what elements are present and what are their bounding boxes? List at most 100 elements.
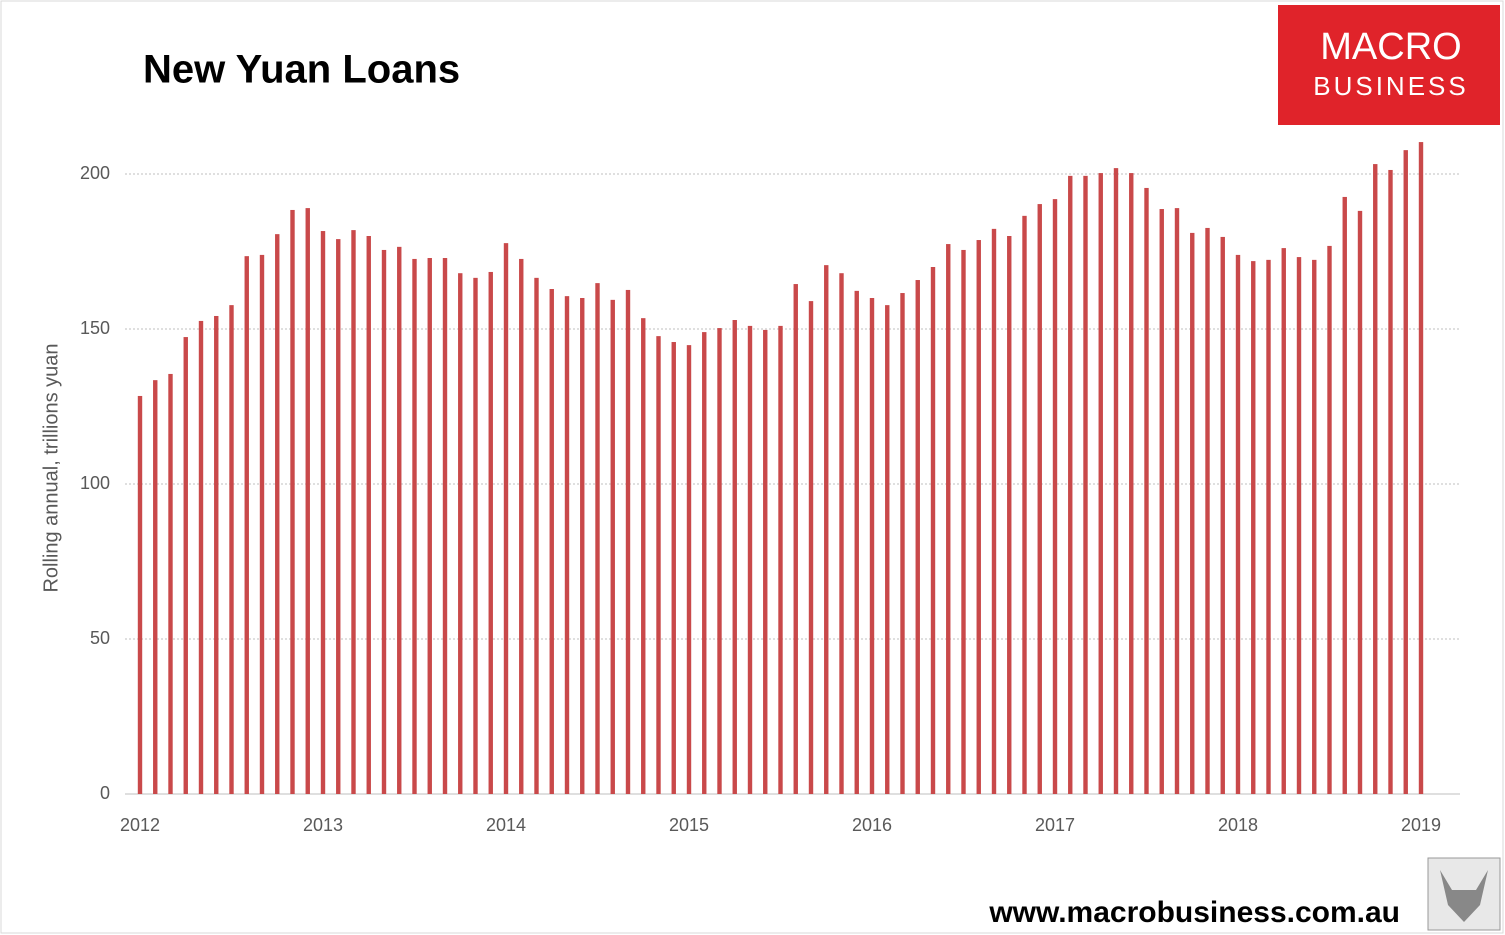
bar (1052, 199, 1058, 795)
bar (641, 318, 646, 794)
bar (229, 305, 234, 794)
bar (854, 290, 859, 794)
bar (275, 234, 280, 794)
bar (519, 258, 524, 794)
bar (366, 236, 371, 794)
y-tick-label: 50 (90, 628, 110, 648)
bar (412, 258, 417, 794)
bar (1098, 173, 1103, 794)
fox-icon (1440, 870, 1488, 922)
logo-box (1278, 5, 1500, 125)
bar (1007, 236, 1012, 794)
bar (259, 254, 265, 794)
x-tick-label: 2016 (852, 815, 892, 835)
bar (763, 329, 768, 794)
bar (808, 301, 814, 794)
bar (1251, 261, 1256, 794)
bar (137, 395, 143, 794)
x-tick-label: 2013 (303, 815, 343, 835)
bar (320, 231, 326, 795)
bar (930, 267, 936, 794)
bar (610, 299, 615, 794)
bar (168, 373, 173, 794)
bar (381, 249, 387, 794)
bar (1190, 232, 1195, 794)
bar (717, 328, 722, 794)
bar (946, 244, 951, 794)
bar (1205, 227, 1210, 794)
bar (1083, 175, 1088, 795)
bar (976, 240, 981, 794)
bar (1159, 209, 1164, 794)
bar (1235, 254, 1241, 794)
bar (1357, 210, 1363, 794)
bar (915, 280, 920, 794)
bar (458, 273, 463, 794)
bar (1022, 215, 1027, 795)
bar (1037, 204, 1042, 794)
bar (671, 342, 676, 794)
x-tick-label: 2012 (120, 815, 160, 835)
bar (244, 256, 249, 794)
x-tick-label: 2019 (1401, 815, 1441, 835)
bar (503, 243, 509, 794)
bar (1220, 236, 1225, 794)
bar (214, 315, 219, 794)
source-url: www.macrobusiness.com.au (988, 896, 1400, 929)
bar (1296, 257, 1302, 795)
bar (961, 249, 966, 794)
bar (290, 209, 295, 794)
logo-text: MACRO (1320, 26, 1461, 68)
bar (564, 296, 570, 794)
bar (183, 337, 188, 794)
x-tick-label: 2014 (486, 815, 526, 835)
bar (702, 332, 707, 794)
y-tick-label: 0 (100, 783, 110, 803)
bar (839, 273, 844, 794)
bar (1266, 259, 1271, 794)
bar (1281, 248, 1286, 795)
bar (1403, 150, 1408, 794)
bar (869, 298, 875, 794)
x-tick-label: 2018 (1218, 815, 1258, 835)
bar (1144, 187, 1149, 794)
bar (427, 258, 432, 794)
bar (549, 289, 554, 794)
bar (1388, 169, 1393, 795)
bar (824, 265, 829, 794)
bar (991, 228, 997, 794)
x-tick-label: 2015 (669, 815, 709, 835)
bar (656, 336, 661, 794)
bar (1327, 245, 1332, 795)
bar (625, 289, 631, 794)
x-tick-label: 2017 (1035, 815, 1075, 835)
bar (580, 298, 585, 794)
bar (1312, 259, 1317, 794)
bar (595, 283, 600, 794)
y-axis-label: Rolling annual, trillions yuan (40, 343, 62, 592)
bar (534, 277, 539, 795)
bar (442, 258, 448, 794)
logo-text: BUSINESS (1313, 71, 1469, 101)
bar (686, 345, 692, 794)
bar (1129, 173, 1134, 794)
bar (473, 277, 478, 795)
bar (397, 246, 402, 795)
bar (153, 380, 158, 794)
bar (900, 293, 905, 794)
bar (1068, 175, 1073, 795)
chart-title: New Yuan Loans (143, 48, 460, 92)
bar (793, 284, 798, 794)
bar (778, 325, 783, 794)
y-tick-label: 150 (80, 318, 110, 338)
bar (1113, 168, 1119, 795)
bar (747, 325, 753, 794)
bar (885, 305, 890, 794)
bar (1418, 142, 1424, 794)
y-tick-label: 100 (80, 473, 110, 493)
bar (351, 230, 356, 795)
bar (198, 320, 204, 794)
bar (732, 320, 737, 794)
bar (488, 271, 493, 795)
